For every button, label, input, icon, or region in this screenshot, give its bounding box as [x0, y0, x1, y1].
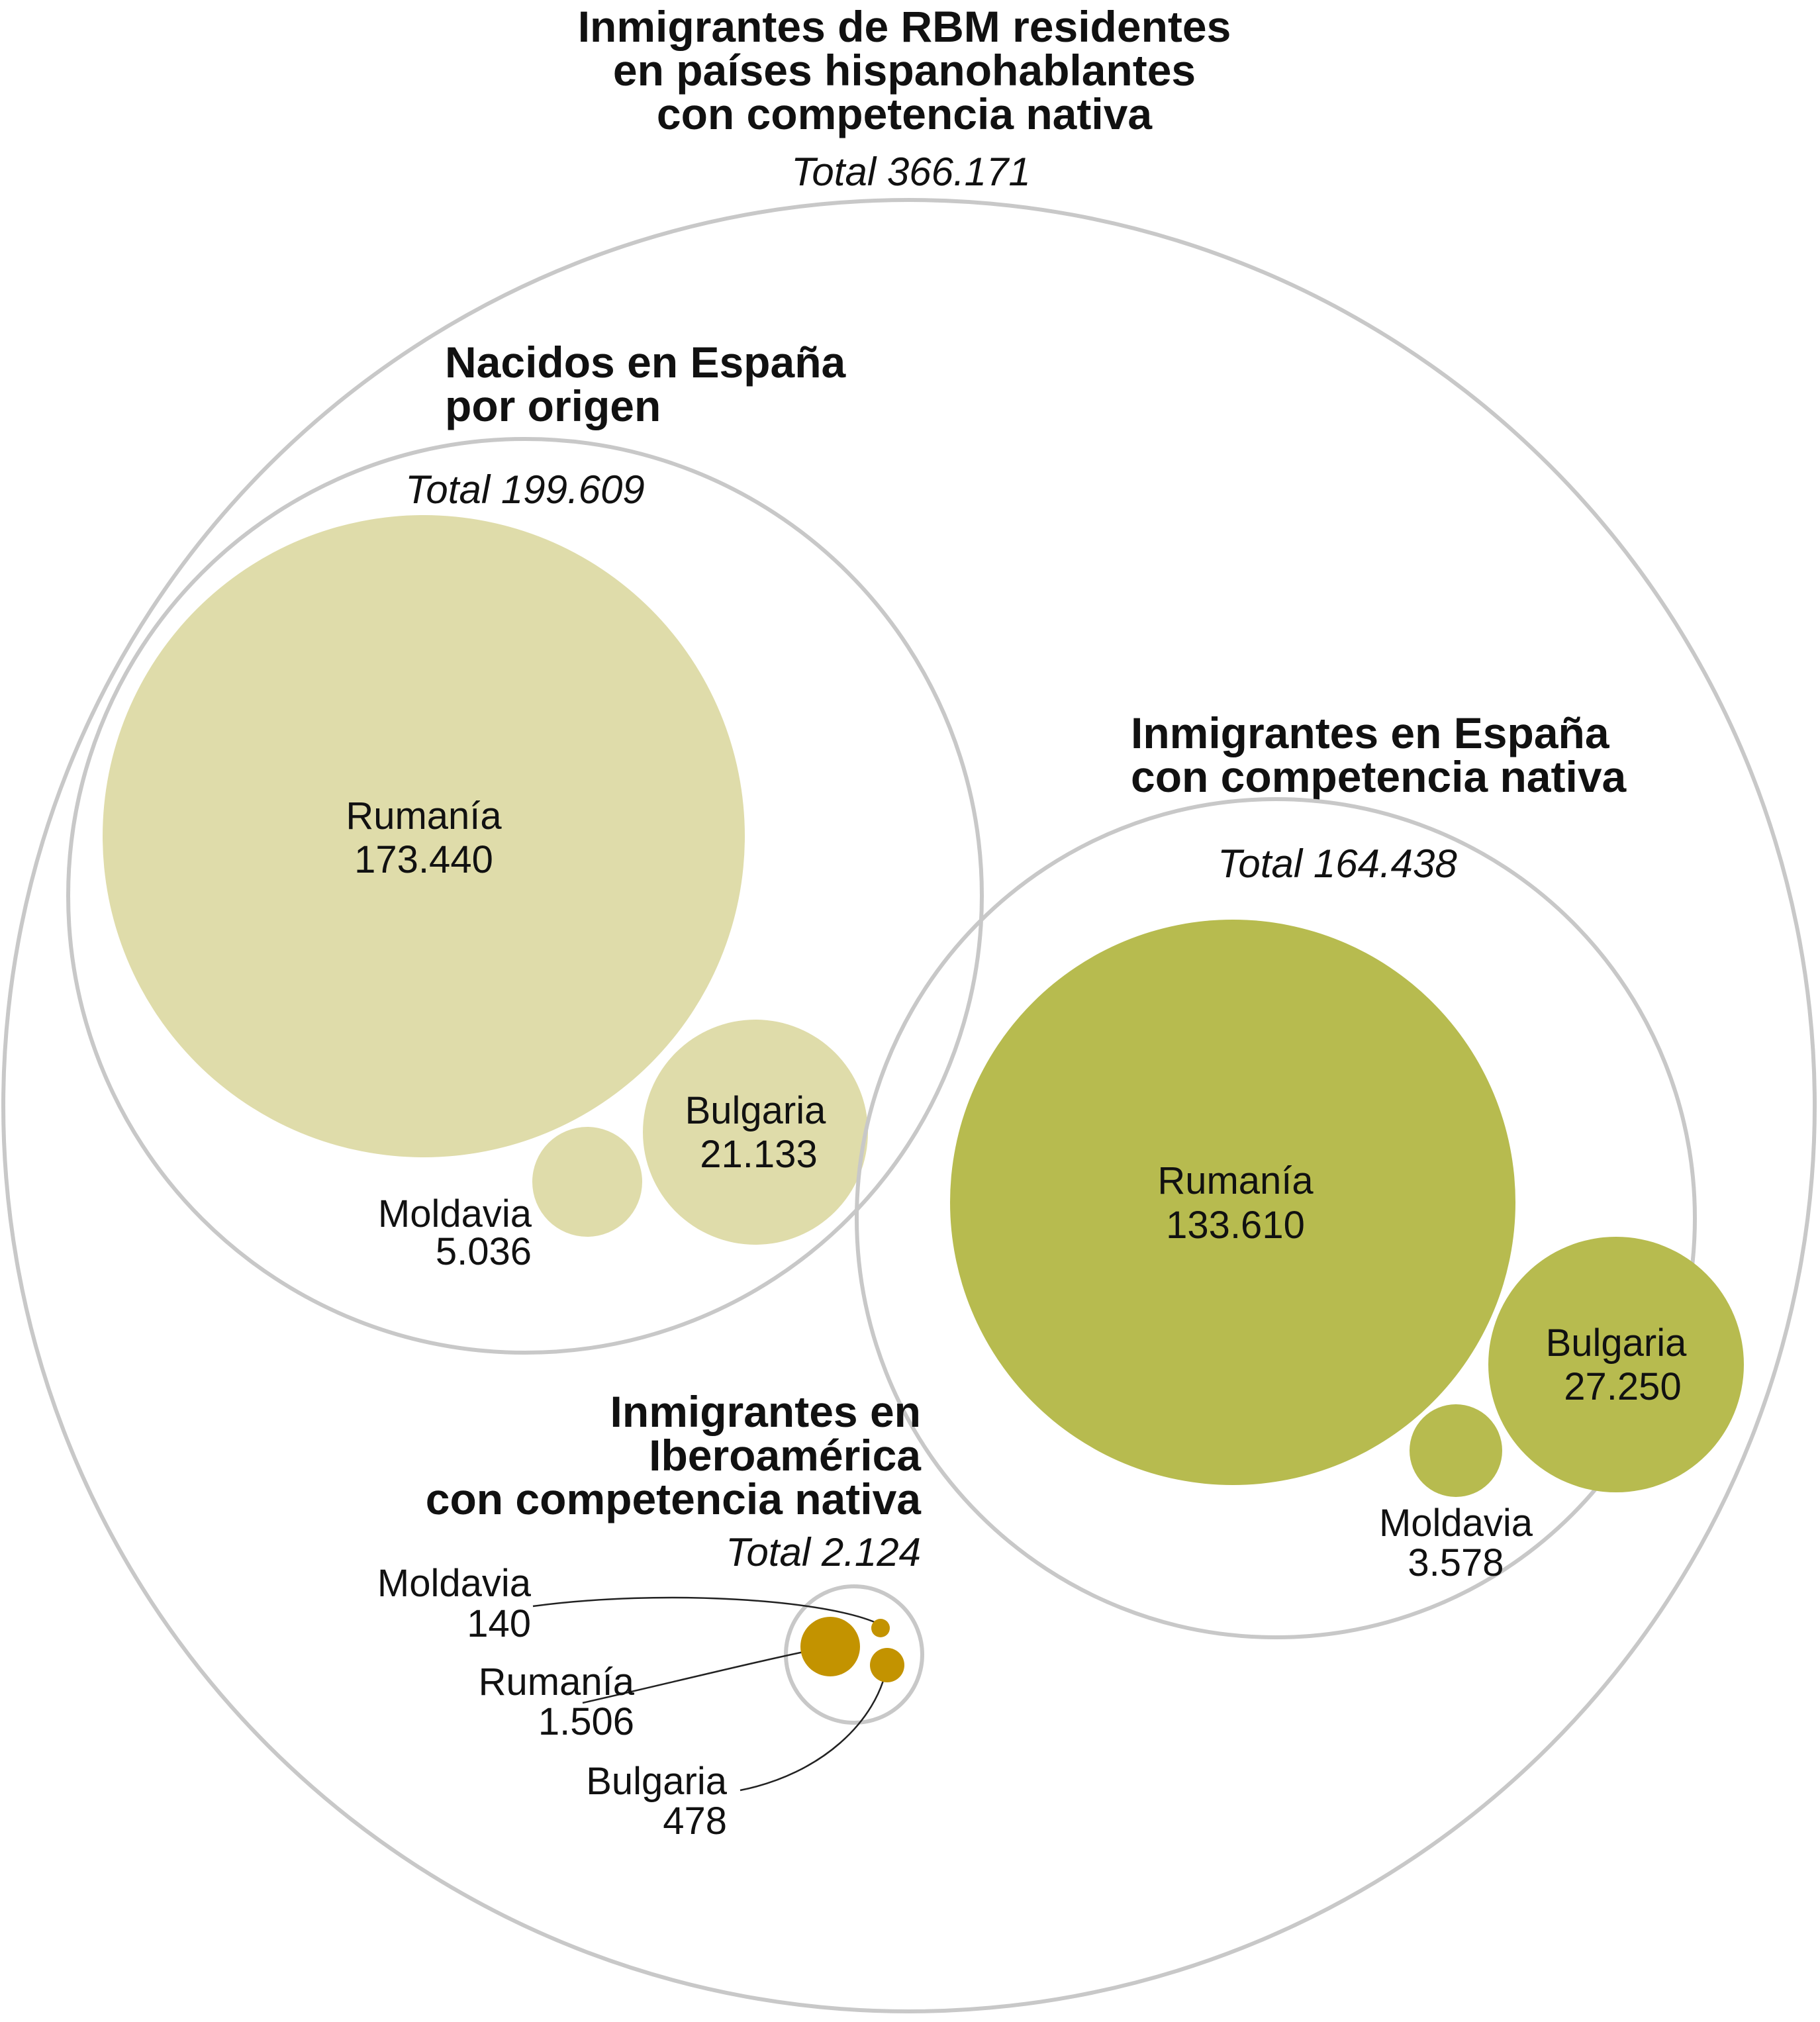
label-nacidos-moldavia-name: Moldavia: [378, 1192, 532, 1235]
label-ibero-rumania-name: Rumanía: [479, 1661, 635, 1704]
group-3-title-line-2: Iberoamérica: [649, 1431, 922, 1480]
group-3-circle: [784, 1584, 924, 1725]
bubble-inmigrantes-rumania: [950, 920, 1515, 1485]
bubble-ibero-moldavia: [871, 1619, 890, 1637]
label-inmigrantes-bulgaria-name: Bulgaria: [1546, 1322, 1688, 1365]
group-iberoamerica: Inmigrantes en Iberoamérica con competen…: [377, 1387, 924, 1843]
label-ibero-moldavia-name: Moldavia: [377, 1562, 532, 1605]
group-1-title-line-2: por origen: [445, 381, 661, 430]
bubble-inmigrantes-bulgaria: [1488, 1237, 1744, 1492]
outer-circle: [1, 198, 1817, 2013]
label-nacidos-rumania-name: Rumanía: [346, 794, 502, 838]
main-title-line-2: en países hispanohablantes: [613, 46, 1196, 95]
main-title-line-1: Inmigrantes de RBM residentes: [578, 2, 1231, 51]
label-ibero-bulgaria-name: Bulgaria: [586, 1760, 728, 1803]
label-inmigrantes-rumania-value: 133.610: [1166, 1204, 1305, 1247]
label-inmigrantes-bulgaria-value: 27.250: [1564, 1365, 1681, 1408]
group-2-total: Total 164.438: [1218, 842, 1457, 886]
bubble-ibero-bulgaria: [870, 1648, 904, 1682]
group-inmigrantes-espana: Inmigrantes en España con competencia na…: [855, 708, 1744, 1639]
group-3-title-line-3: con competencia nativa: [426, 1474, 922, 1523]
main-title: Inmigrantes de RBM residentes en países …: [578, 2, 1231, 138]
label-ibero-moldavia-value: 140: [467, 1602, 531, 1645]
label-nacidos-moldavia-value: 5.036: [436, 1230, 532, 1273]
leader-ibero-bulgaria: [740, 1664, 888, 1792]
group-3-total: Total 2.124: [726, 1530, 921, 1574]
label-ibero-bulgaria-value: 478: [663, 1800, 727, 1843]
label-inmigrantes-moldavia-name: Moldavia: [1379, 1502, 1533, 1545]
group-1-total: Total 199.609: [405, 467, 644, 512]
main-total: Total 366.171: [791, 150, 1030, 194]
label-nacidos-bulgaria-name: Bulgaria: [685, 1089, 827, 1132]
leader-ibero-moldavia: [532, 1596, 881, 1626]
label-inmigrantes-moldavia-value: 3.578: [1408, 1541, 1504, 1584]
label-nacidos-bulgaria-value: 21.133: [700, 1133, 817, 1176]
group-2-title-line-1: Inmigrantes en España: [1131, 708, 1610, 757]
group-1-title-line-1: Nacidos en España: [445, 338, 847, 387]
bubble-inmigrantes-moldavia: [1410, 1404, 1502, 1497]
group-2-circle: [855, 797, 1697, 1639]
label-inmigrantes-rumania-name: Rumanía: [1157, 1159, 1314, 1202]
main-title-line-3: con competencia nativa: [657, 89, 1153, 138]
bubble-nacidos-bulgaria: [643, 1020, 868, 1245]
bubble-nacidos-rumania: [103, 515, 745, 1157]
group-3-title-line-1: Inmigrantes en: [610, 1387, 921, 1436]
label-ibero-rumania-value: 1.506: [538, 1700, 634, 1743]
bubble-ibero-rumania: [800, 1617, 860, 1676]
group-2-title-line-2: con competencia nativa: [1131, 752, 1627, 801]
group-1-circle: [66, 437, 984, 1355]
group-nacidos-espana: Nacidos en España por origen Total 199.6…: [66, 338, 984, 1355]
bubble-nacidos-moldavia: [532, 1127, 642, 1237]
label-nacidos-rumania-value: 173.440: [354, 838, 493, 881]
